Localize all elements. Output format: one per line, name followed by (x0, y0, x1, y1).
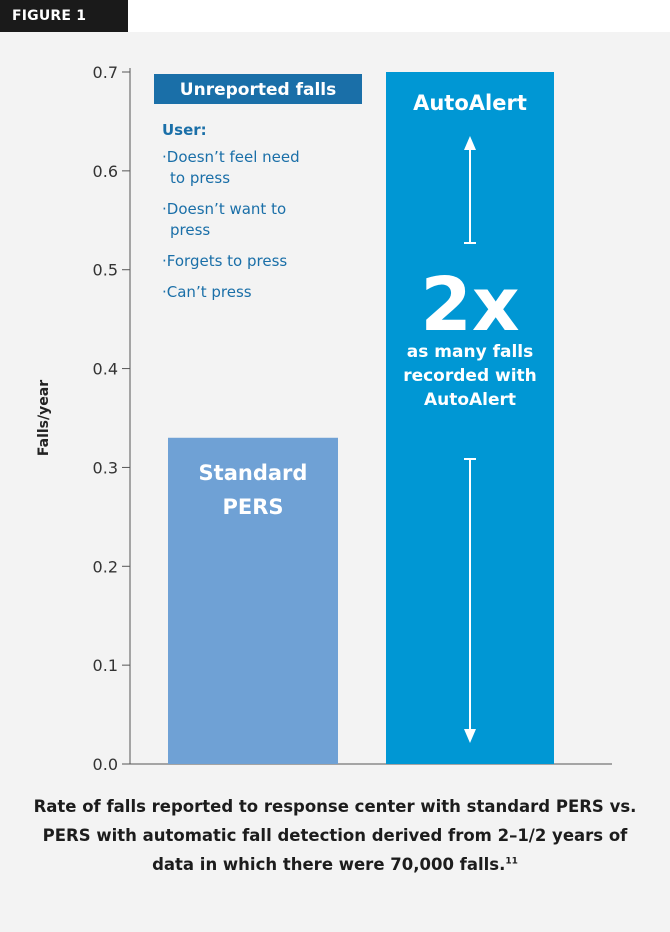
unreported-reason-text: ·Can’t press (162, 283, 252, 301)
caption-text: Rate of falls reported to response cente… (33, 797, 637, 874)
y-tick-label: 0.3 (93, 458, 118, 477)
unreported-reason-text: to press (170, 169, 230, 187)
y-tick-label: 0.0 (93, 755, 118, 774)
y-tick-label: 0.2 (93, 557, 118, 576)
caption-footnote-ref: 11 (505, 856, 518, 867)
unreported-reason-text: ·Doesn’t want to (162, 200, 286, 218)
chart-panel: 0.0 0.1 0.2 0.3 0.4 0.5 0.6 0.7 Falls/year Standa… (0, 32, 670, 932)
bar-label-autoalert: AutoAlert (413, 91, 527, 115)
multiplier-text: AutoAlert (424, 390, 516, 410)
bar-chart: 0.0 0.1 0.2 0.3 0.4 0.5 0.6 0.7 Falls/year Standa… (36, 63, 612, 774)
multiplier-value: 2x (420, 262, 519, 348)
multiplier-text: as many falls (407, 342, 533, 362)
y-tick-label: 0.7 (93, 63, 118, 82)
chart-caption: Rate of falls reported to response cente… (30, 792, 640, 879)
bar-standard-pers (168, 437, 338, 764)
y-axis-label: Falls/year (36, 380, 52, 456)
unreported-reason-text: ·Doesn’t feel need (162, 148, 300, 166)
user-heading: User: (162, 121, 207, 139)
multiplier-text: recorded with (403, 366, 537, 386)
bar-label-standard-pers: PERS (222, 495, 283, 519)
arrow-up-head (464, 136, 476, 150)
y-tick-label: 0.4 (93, 360, 118, 379)
bar-label-standard-pers: Standard (199, 461, 308, 485)
unreported-falls-box (154, 74, 362, 104)
y-tick-label: 0.1 (93, 656, 118, 675)
y-tick-label: 0.5 (93, 261, 118, 280)
unreported-reason-text: press (170, 221, 210, 239)
y-tick-label: 0.6 (93, 162, 118, 181)
unreported-falls-title: Unreported falls (180, 80, 336, 100)
arrow-down-head (464, 729, 476, 743)
unreported-reason-text: ·Forgets to press (162, 252, 287, 270)
figure-label: FIGURE 1 (0, 0, 128, 32)
